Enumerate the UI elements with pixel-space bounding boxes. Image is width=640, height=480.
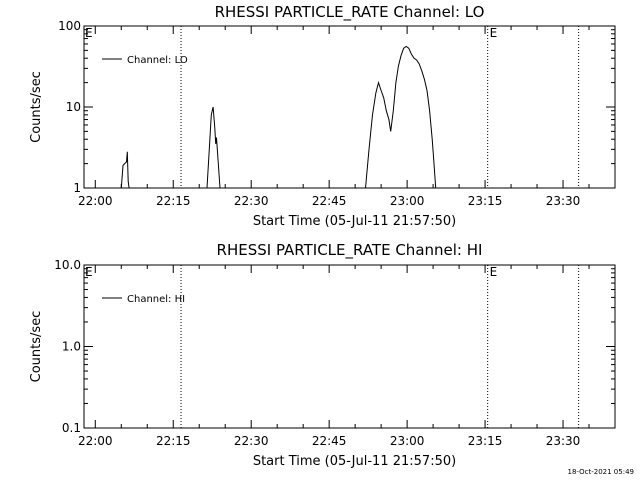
legend-entry: Channel: HI <box>127 294 185 305</box>
series-line-channel-lo <box>206 106 221 189</box>
x-tick-label: 22:00 <box>78 434 113 448</box>
series-line-channel-lo <box>365 45 437 189</box>
y-tick-label: 10 <box>66 100 81 114</box>
y-tick-label: 1 <box>73 181 81 195</box>
footer-timestamp: 18-Oct-2021 05:49 <box>568 468 634 476</box>
x-tick-label: 22:00 <box>78 194 113 208</box>
series-line-channel-lo <box>120 151 130 189</box>
x-tick-label: 23:30 <box>546 434 581 448</box>
y-tick-label: 0.1 <box>62 421 81 435</box>
x-tick-label: 22:15 <box>156 434 191 448</box>
x-tick-label: 23:00 <box>390 194 425 208</box>
x-axis-label: Start Time (05-Jul-11 21:57:50) <box>253 214 456 229</box>
y-tick-label: 100 <box>58 19 81 33</box>
time-marker-label: E <box>490 26 498 40</box>
chart-panel-2: RHESSI PARTICLE_RATE Channel: HI 0.1 1.0 10… <box>29 241 616 469</box>
axis-flag-label: E <box>85 26 93 40</box>
x-tick-label: 23:30 <box>546 194 581 208</box>
y-axis-label: Counts/sec <box>29 311 44 383</box>
chart-title: RHESSI PARTICLE_RATE Channel: HI <box>217 241 483 260</box>
x-tick-label: 22:30 <box>234 194 269 208</box>
x-tick-label: 23:15 <box>468 194 503 208</box>
x-axis-label: Start Time (05-Jul-11 21:57:50) <box>253 454 456 469</box>
plot-frame <box>83 264 616 429</box>
axis-flag-label: E <box>85 265 93 279</box>
x-tick-label: 22:30 <box>234 434 269 448</box>
plot-frame <box>83 25 616 189</box>
y-tick-label: 1.0 <box>62 340 81 354</box>
chart-title: RHESSI PARTICLE_RATE Channel: LO <box>215 3 485 22</box>
legend-entry: Channel: LO <box>127 55 188 66</box>
y-axis-label: Counts/sec <box>29 71 44 143</box>
x-tick-label: 22:15 <box>156 194 191 208</box>
chart-panel-1: RHESSI PARTICLE_RATE Channel: LO 1 10 100 22… <box>29 3 616 229</box>
time-marker-label: E <box>490 265 498 279</box>
x-tick-label: 23:00 <box>390 434 425 448</box>
x-tick-label: 22:45 <box>312 434 347 448</box>
x-tick-label: 22:45 <box>312 194 347 208</box>
x-tick-label: 23:15 <box>468 434 503 448</box>
y-tick-label: 10.0 <box>54 258 81 272</box>
